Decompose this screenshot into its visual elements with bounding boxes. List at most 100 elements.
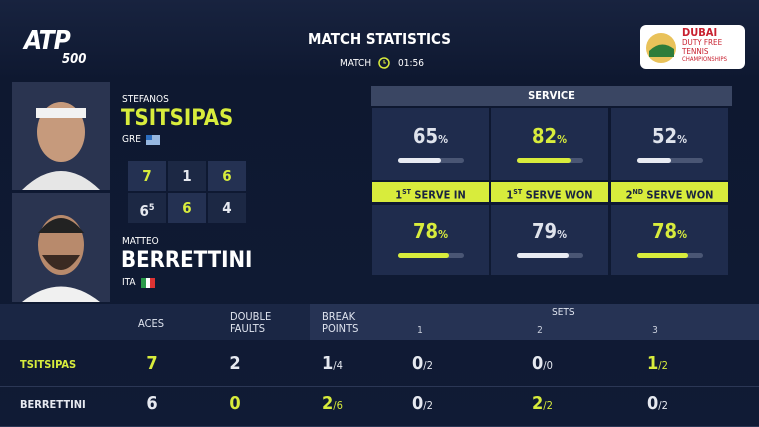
bar-fill: [398, 253, 450, 258]
sponsor-line: DUBAI: [682, 26, 718, 39]
service-value: 52%: [611, 124, 728, 148]
fraction: 2/6: [322, 393, 343, 414]
games: 7: [142, 167, 152, 185]
score-cell: 1: [168, 161, 206, 191]
aces: 7: [146, 353, 158, 374]
tier: 500: [62, 52, 87, 67]
fraction-won: 0: [647, 393, 659, 414]
col-header-line: DOUBLE: [230, 310, 272, 323]
sponsor-line: DUTY FREE: [682, 38, 723, 47]
service-value: 79%: [491, 219, 608, 243]
clock-icon: [378, 57, 390, 69]
service-cell: 78%: [372, 205, 489, 275]
flag: [141, 278, 155, 288]
service-cell: 78%: [611, 205, 728, 275]
bar-fill: [517, 253, 570, 258]
player-photo: [12, 193, 110, 302]
service-label: 1ST SERVE WON: [491, 182, 608, 202]
bar-fill: [517, 158, 572, 163]
value: 78: [652, 219, 678, 243]
country: ITA: [122, 277, 136, 288]
service-cell: 82%: [491, 108, 608, 180]
set-number: 1: [417, 325, 423, 336]
col-header: ACES: [138, 317, 165, 330]
first-name: MATTEO: [122, 236, 159, 247]
fraction-of: /2: [658, 399, 668, 412]
row-line: [0, 386, 759, 387]
match-label: MATCH: [340, 58, 372, 69]
fraction: 1/4: [322, 353, 343, 374]
col-header-line: POINTS: [322, 322, 359, 335]
label-text: SERVE IN: [414, 188, 466, 202]
bar-track: [517, 253, 583, 258]
label-text: SERVE WON: [525, 188, 593, 202]
col-header: DOUBLE FAULTS: [230, 311, 271, 335]
set-number: 3: [652, 325, 658, 336]
label-sup: ST: [513, 188, 523, 196]
label-num: 1: [506, 188, 514, 202]
label-sup: ST: [402, 188, 411, 196]
fraction-won: 0: [412, 353, 424, 374]
service-cell: 79%: [491, 205, 608, 275]
value: 82: [532, 124, 558, 148]
flag: [146, 135, 160, 145]
score-cell: 4: [208, 193, 246, 223]
score-cell: 6: [208, 161, 246, 191]
fraction-of: /6: [333, 399, 343, 412]
games: 6: [222, 167, 232, 185]
player-photo: [12, 82, 110, 190]
percent-sign: %: [677, 228, 687, 241]
value: 79: [532, 219, 558, 243]
percent-sign: %: [438, 228, 448, 241]
last-name: BERRETTINI: [121, 248, 253, 273]
games: 4: [222, 199, 232, 217]
brand: ATP: [24, 26, 71, 56]
set-number: 2: [537, 325, 543, 336]
fraction: 0/2: [412, 393, 433, 414]
service-label: 1ST SERVE IN: [372, 182, 489, 202]
score-cell: 7: [128, 161, 166, 191]
bar-fill: [637, 253, 689, 258]
games: 6: [139, 202, 149, 220]
fraction-of: /2: [423, 399, 433, 412]
label-text: SERVE WON: [646, 188, 714, 202]
bar-track: [398, 158, 464, 163]
games: 6: [182, 199, 192, 217]
fraction: 0/2: [412, 353, 433, 374]
value: 78: [413, 219, 439, 243]
percent-sign: %: [557, 228, 567, 241]
player-name: TSITSIPAS: [20, 358, 77, 371]
fraction-of: /0: [543, 359, 553, 372]
service-value: 78%: [372, 219, 489, 243]
double-faults: 0: [229, 393, 241, 414]
games: 1: [182, 167, 192, 185]
sponsor-line: TENNIS: [682, 47, 709, 56]
country: GRE: [122, 134, 141, 145]
label-num: 1: [395, 188, 403, 202]
service-value: 78%: [611, 219, 728, 243]
title: MATCH STATISTICS: [308, 30, 451, 48]
sponsor-emblem: [646, 33, 676, 63]
fraction: 0/0: [532, 353, 553, 374]
service-value: 65%: [372, 124, 489, 148]
fraction-of: /2: [423, 359, 433, 372]
sponsor-line: CHAMPIONSHIPS: [682, 56, 728, 63]
bar-track: [637, 158, 703, 163]
fraction-won: 2: [532, 393, 544, 414]
fraction-won: 1: [322, 353, 334, 374]
label-sup: ND: [632, 188, 643, 196]
double-faults: 2: [229, 353, 241, 374]
percent-sign: %: [438, 133, 448, 146]
service-title: SERVICE: [371, 86, 732, 106]
fraction-of: /2: [658, 359, 668, 372]
col-header: SETS: [552, 307, 575, 318]
score-cell: 65: [128, 193, 166, 223]
first-name: STEFANOS: [122, 94, 169, 105]
fraction-won: 2: [322, 393, 334, 414]
aces: 6: [146, 393, 158, 414]
percent-sign: %: [557, 133, 567, 146]
col-header: BREAK POINTS: [322, 311, 358, 335]
last-name: TSITSIPAS: [121, 106, 234, 131]
sets-header-bg: [310, 304, 759, 340]
